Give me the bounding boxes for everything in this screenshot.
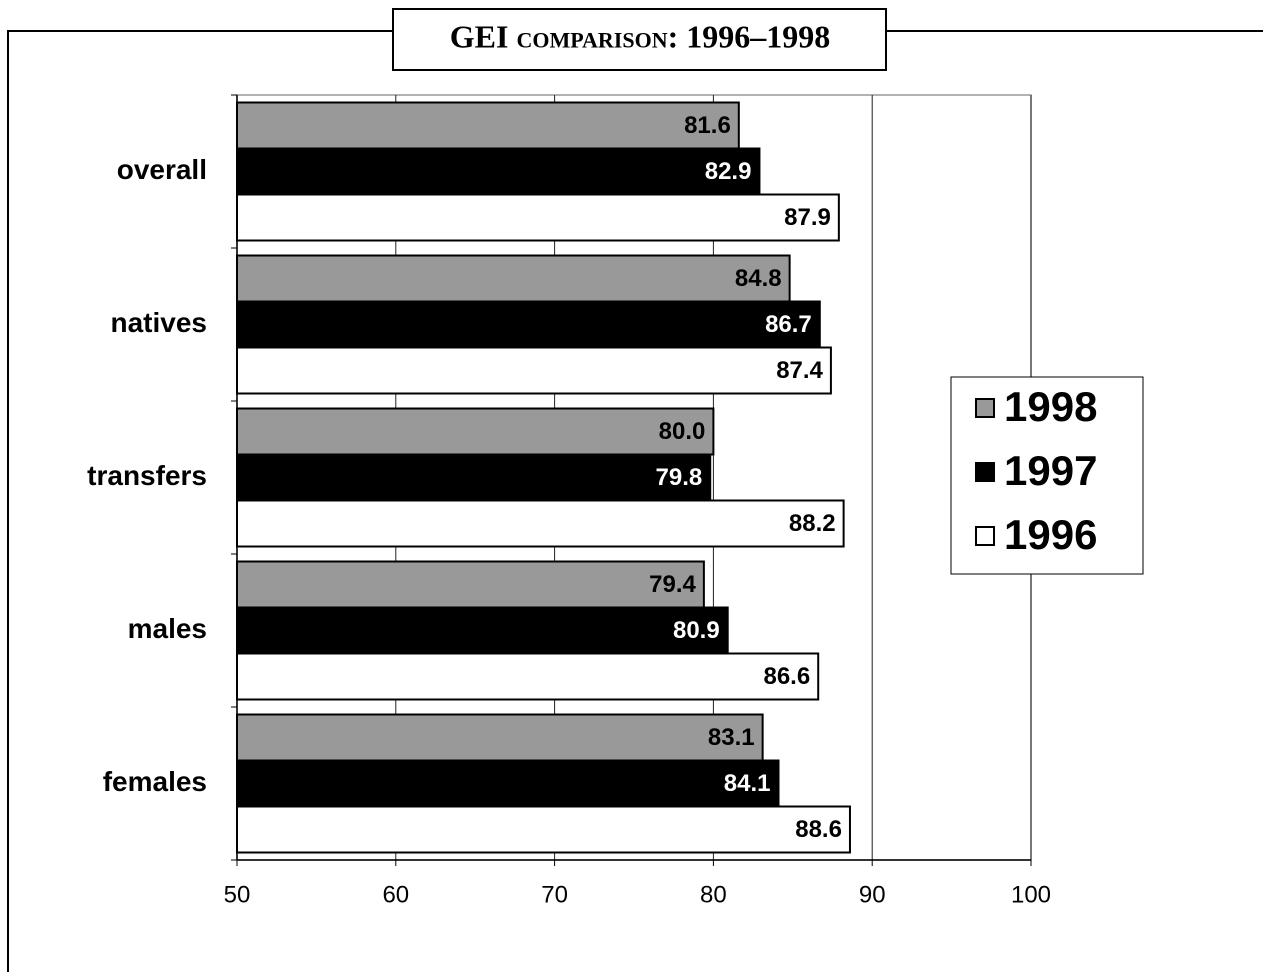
value-label: 87.9	[784, 204, 831, 231]
value-label: 88.2	[789, 510, 836, 537]
value-label: 80.9	[673, 617, 720, 644]
y-tick-label: transfers	[87, 460, 207, 491]
x-tick-label: 70	[541, 881, 568, 908]
x-tick-label: 90	[859, 881, 886, 908]
y-tick-label: males	[128, 613, 207, 644]
bar	[236, 652, 820, 701]
bar	[236, 193, 840, 242]
x-tick-label: 80	[700, 881, 727, 908]
value-label: 83.1	[708, 724, 755, 751]
x-tick-label: 100	[1011, 881, 1051, 908]
bar	[236, 346, 832, 395]
value-label: 80.0	[659, 418, 706, 445]
value-label: 79.4	[649, 571, 696, 598]
bar	[236, 254, 791, 303]
value-label: 84.1	[724, 770, 771, 797]
bar	[236, 759, 780, 808]
bar	[236, 805, 851, 854]
bar	[236, 407, 715, 456]
bar	[236, 147, 761, 196]
x-tick-label: 50	[224, 881, 251, 908]
value-label: 81.6	[684, 112, 731, 139]
x-tick-label: 60	[382, 881, 409, 908]
y-tick-label: females	[103, 766, 207, 797]
value-label: 82.9	[705, 158, 752, 185]
value-label: 86.6	[763, 663, 810, 690]
bar	[236, 606, 729, 655]
bar	[236, 300, 821, 349]
legend-swatch	[975, 462, 995, 482]
title-box	[392, 8, 887, 71]
bar	[236, 453, 712, 502]
y-tick-label: overall	[117, 154, 207, 185]
value-label: 79.8	[656, 464, 703, 491]
legend-swatch	[975, 398, 995, 418]
legend-label: 1998	[1004, 383, 1097, 430]
y-tick-label: natives	[111, 307, 208, 338]
bar	[236, 499, 845, 548]
legend-label: 1996	[1004, 511, 1097, 558]
chart-title: GEI comparison: 1996–1998	[450, 18, 831, 54]
legend-label: 1997	[1004, 447, 1097, 494]
value-label: 88.6	[795, 816, 842, 843]
value-label: 87.4	[776, 357, 823, 384]
bar	[236, 713, 764, 762]
value-label: 86.7	[765, 311, 812, 338]
legend-swatch	[975, 526, 995, 546]
value-label: 84.8	[735, 265, 782, 292]
bar	[236, 101, 740, 150]
bar	[236, 560, 705, 609]
